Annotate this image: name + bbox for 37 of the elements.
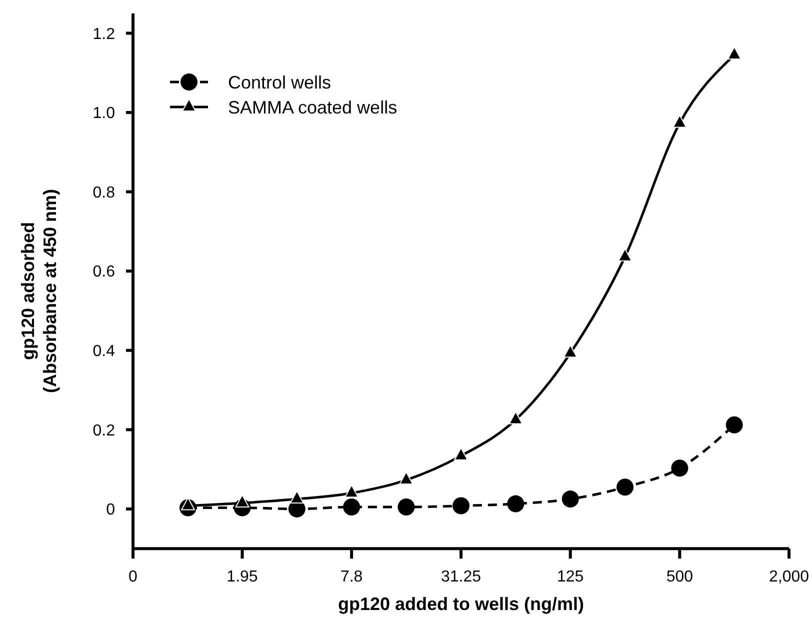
- x-tick-label: 1.95: [226, 568, 258, 586]
- legend-label: SAMMA coated wells: [228, 97, 398, 118]
- y-tick-label: 0.2: [92, 422, 116, 440]
- x-tick-label: 31.25: [441, 568, 482, 586]
- point: [618, 248, 632, 262]
- x-tick-label: 500: [666, 568, 694, 586]
- point: [343, 498, 360, 516]
- x-axis-title: gp120 added to wells (ng/ml): [338, 594, 584, 614]
- x-tick-label: 2,000: [768, 568, 810, 586]
- point: [508, 411, 523, 424]
- y-tick-label: 0.6: [92, 264, 116, 281]
- y-tick-label: 1.2: [92, 26, 116, 43]
- point: [454, 447, 468, 460]
- point: [562, 490, 579, 508]
- point: [727, 46, 742, 60]
- point: [616, 478, 634, 496]
- point: [563, 344, 578, 358]
- point: [398, 498, 415, 516]
- y-axis-title: gp120 adsorbed (Absorbance at 450 nm): [18, 188, 60, 394]
- legend-label: Control wells: [228, 72, 332, 92]
- point: [180, 497, 195, 510]
- point: [671, 460, 688, 477]
- point: [507, 495, 524, 512]
- y-tick-label: 1.0: [92, 105, 116, 122]
- point: [452, 497, 470, 514]
- x-tick-label: 7.8: [340, 568, 363, 586]
- point: [235, 494, 250, 508]
- point: [726, 416, 743, 434]
- y-tick-label: 0: [106, 502, 116, 519]
- point: [290, 490, 304, 504]
- point: [344, 484, 359, 498]
- x-tick-label: 0: [128, 568, 138, 586]
- point: [672, 114, 687, 128]
- y-tick-label: 0.4: [92, 342, 116, 360]
- x-tick-label: 125: [556, 568, 584, 586]
- y-tick-label: 0.8: [92, 184, 116, 202]
- point: [399, 472, 414, 485]
